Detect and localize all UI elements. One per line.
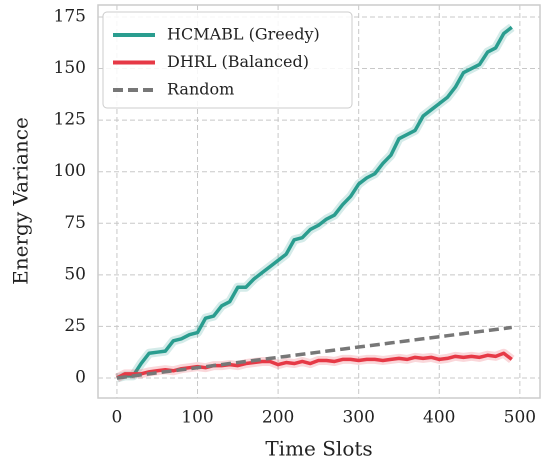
plot-frame bbox=[97, 4, 541, 399]
x-tick-label: 0 bbox=[112, 408, 123, 428]
legend-label: Random bbox=[167, 80, 234, 99]
x-tick-label: 400 bbox=[423, 408, 455, 428]
legend-label: HCMABL (Greedy) bbox=[167, 25, 320, 44]
legend-label: DHRL (Balanced) bbox=[167, 52, 309, 71]
line bbox=[116, 25, 513, 380]
y-tick-label: 125 bbox=[54, 110, 86, 130]
y-axis-label: Energy Variance bbox=[9, 117, 33, 285]
x-tick-label: 500 bbox=[504, 408, 536, 428]
x-tick-label: 200 bbox=[262, 408, 294, 428]
x-tick-label: 300 bbox=[342, 408, 374, 428]
y-tick-label: 175 bbox=[54, 6, 86, 26]
y-tick-label: 50 bbox=[64, 264, 86, 284]
y-tick-label: 0 bbox=[75, 367, 86, 387]
line bbox=[116, 325, 513, 380]
legend-box bbox=[102, 11, 353, 109]
y-tick-label: 150 bbox=[54, 58, 86, 78]
y-tick-label: 25 bbox=[64, 316, 86, 336]
x-axis-label: Time Slots bbox=[265, 437, 372, 461]
x-tick-label: 100 bbox=[181, 408, 213, 428]
y-tick-label: 75 bbox=[64, 213, 86, 233]
y-tick-label: 100 bbox=[54, 161, 86, 181]
